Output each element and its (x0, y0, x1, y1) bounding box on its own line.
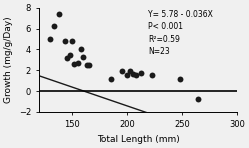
Point (52, 25, 56, 28)
Point (48, 38, 52, 40)
Point (109, 77, 113, 80)
Point (120, 70, 124, 73)
Point (125, 74, 129, 76)
Point (72, 63, 76, 65)
Point (128, 70, 132, 73)
Y-axis label: Growth (mg/g/Day): Growth (mg/g/Day) (4, 16, 13, 103)
Point (178, 77, 182, 80)
Point (150, 74, 154, 76)
Point (79, 48, 83, 51)
Point (84, 64, 88, 66)
Point (68, 53, 72, 56)
Point (139, 72, 143, 75)
Point (65, 57, 69, 59)
Point (196, 98, 200, 101)
Text: Y= 5.78 - 0.036X
P< 0.001
R²=0.59
N=23: Y= 5.78 - 0.036X P< 0.001 R²=0.59 N=23 (148, 10, 213, 56)
Point (76, 62, 80, 64)
Point (70, 40, 74, 42)
Point (131, 73, 135, 76)
Point (57, 13, 61, 15)
Point (87, 64, 91, 66)
Point (81, 56, 85, 58)
Point (62, 40, 66, 42)
X-axis label: Total Length (mm): Total Length (mm) (97, 135, 180, 144)
Point (134, 74, 138, 77)
